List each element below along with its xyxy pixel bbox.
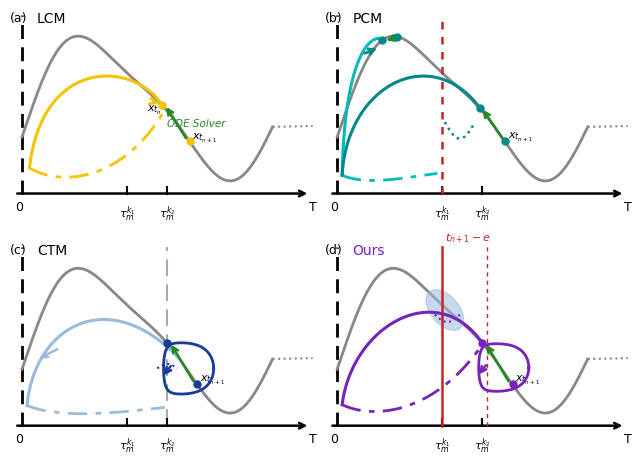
Text: 0: 0 [15,200,24,213]
Text: $x_{t_n}$: $x_{t_n}$ [147,104,163,117]
Text: $x_{t_{n+1}}$: $x_{t_{n+1}}$ [200,373,225,386]
Text: PCM: PCM [352,12,382,25]
Ellipse shape [426,290,463,331]
Text: $x_{t_{n+1}}$: $x_{t_{n+1}}$ [508,131,532,144]
Text: T: T [624,432,632,445]
Text: $\tau_m^{k_1}$: $\tau_m^{k_1}$ [434,204,451,224]
Text: (a): (a) [10,12,27,25]
Text: $x_{t_{n+1}}$: $x_{t_{n+1}}$ [193,131,218,144]
Text: $x_{t_{n+1}}$: $x_{t_{n+1}}$ [515,373,540,386]
Text: (d): (d) [324,243,342,256]
Text: LCM: LCM [37,12,67,25]
Text: T: T [624,200,632,213]
Text: T: T [308,432,317,445]
Text: (c): (c) [10,243,26,256]
Text: $\tau_m^{k_1}$: $\tau_m^{k_1}$ [119,436,136,456]
Text: ODE Solver: ODE Solver [167,119,226,128]
Text: T: T [308,200,317,213]
Text: 0: 0 [15,432,24,445]
Text: 0: 0 [331,200,339,213]
Text: CTM: CTM [37,243,67,257]
Text: $\tau_m^{k_1}$: $\tau_m^{k_1}$ [119,204,136,224]
Text: (b): (b) [324,12,342,25]
Text: $\tau_m^{k_2}$: $\tau_m^{k_2}$ [159,204,175,224]
Text: $\tau_m^{k_1}$: $\tau_m^{k_1}$ [434,436,451,456]
Text: $\tau_m^{k_2}$: $\tau_m^{k_2}$ [159,436,175,456]
Text: $t_{n+1}-e$: $t_{n+1}-e$ [445,231,491,245]
Text: 0: 0 [331,432,339,445]
Text: $\tau_m^{k_2}$: $\tau_m^{k_2}$ [474,204,491,224]
Text: $\tau_m^{k_2}$: $\tau_m^{k_2}$ [474,436,491,456]
Text: Ours: Ours [352,243,385,257]
